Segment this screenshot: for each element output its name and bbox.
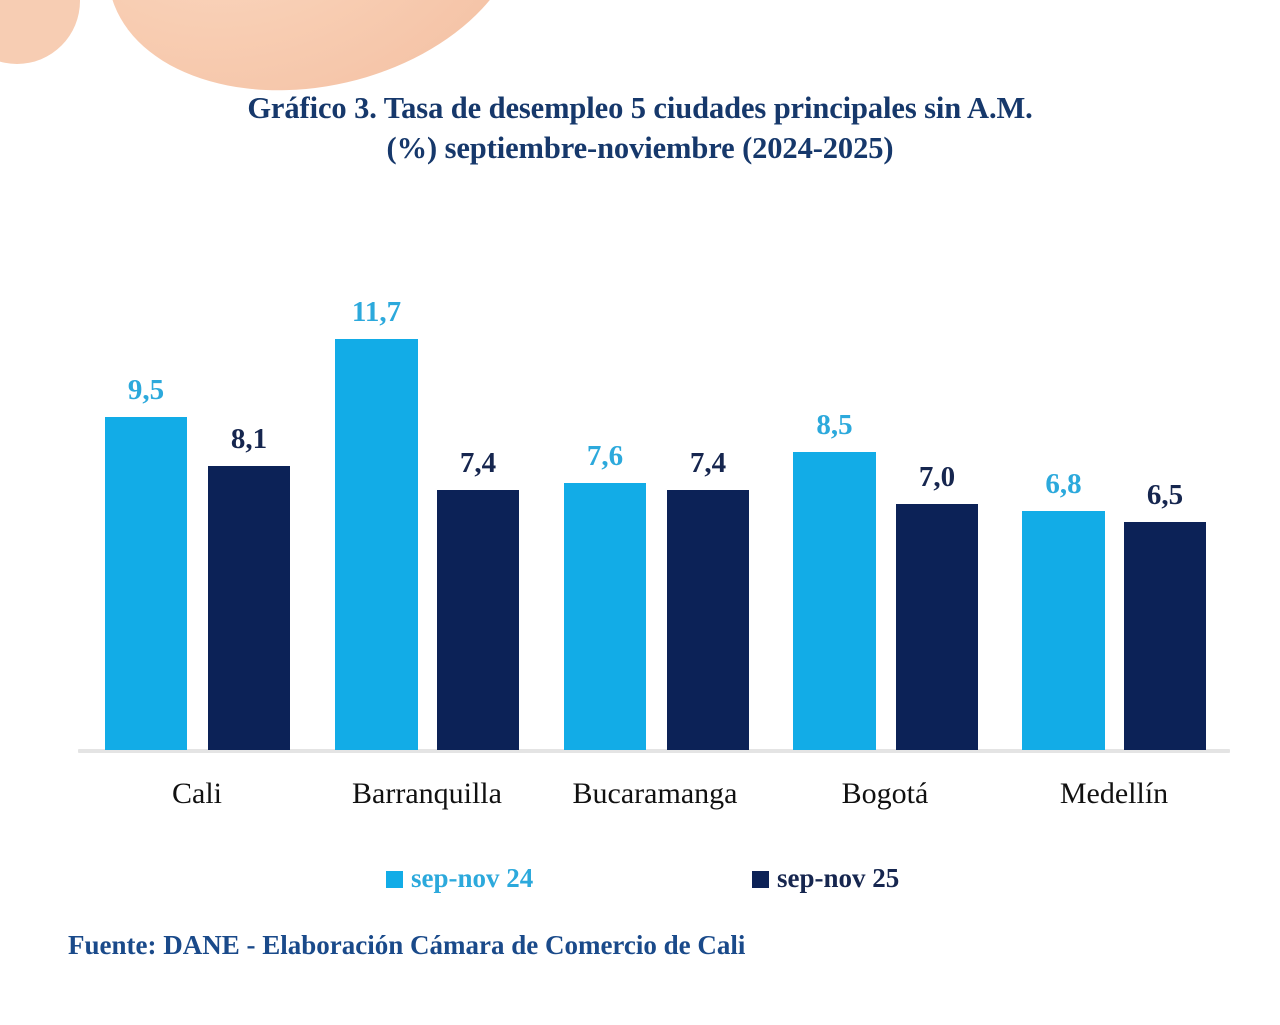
bar-value-label-3: 7,4 — [459, 447, 497, 480]
bar-value-label-5: 7,4 — [689, 447, 727, 480]
bar-medelln-s25[interactable] — [1124, 521, 1206, 750]
bar-cali-s25[interactable] — [208, 465, 290, 750]
bar-value-label-6: 8,5 — [816, 408, 853, 441]
legend-swatch-icon-0 — [386, 870, 403, 888]
source-note: Fuente: DANE - Elaboración Cámara de Com… — [68, 930, 746, 960]
category-label-cali: Cali — [172, 777, 222, 810]
bar-value-label-8: 6,8 — [1045, 468, 1082, 501]
bar-bogot-s24[interactable] — [793, 451, 876, 750]
chart-legend: sep-nov 24 sep-nov 25 — [0, 862, 1280, 902]
chart-title: Gráfico 3. Tasa de desempleo 5 ciudades … — [0, 88, 1280, 168]
bar-bucaramanga-s25[interactable] — [667, 490, 749, 750]
bar-barranquilla-s24[interactable] — [335, 339, 418, 750]
legend-label-0: sep-nov 24 — [411, 863, 534, 893]
chart-title-line-2: (%) septiembre-noviembre (2024-2025) — [386, 131, 894, 165]
legend-item-sep-nov-24[interactable]: sep-nov 24 — [386, 862, 533, 894]
bar-medelln-s24[interactable] — [1022, 511, 1105, 750]
bar-value-label-2: 11,7 — [351, 296, 402, 329]
category-label-barranquilla: Barranquilla — [352, 777, 502, 810]
bar-value-label-7: 7,0 — [918, 461, 956, 494]
bar-value-label-1: 8,1 — [230, 422, 268, 455]
category-label-medelln: Medellín — [1059, 777, 1169, 810]
x-axis-line — [78, 749, 1230, 753]
bar-value-label-0: 9,5 — [127, 373, 165, 406]
legend-label-1: sep-nov 25 — [777, 863, 900, 893]
bar-value-label-9: 6,5 — [1146, 478, 1184, 511]
legend-swatch-icon-1 — [752, 870, 769, 888]
chart-title-line-1: Gráfico 3. Tasa de desempleo 5 ciudades … — [247, 91, 1033, 125]
bar-bogot-s25[interactable] — [896, 504, 978, 750]
legend-item-sep-nov-25[interactable]: sep-nov 25 — [752, 862, 899, 894]
bar-cali-s24[interactable] — [105, 416, 187, 750]
category-label-bucaramanga: Bucaramanga — [572, 777, 738, 810]
category-label-bogot: Bogotá — [841, 777, 929, 810]
bar-barranquilla-s25[interactable] — [437, 490, 519, 750]
bar-bucaramanga-s24[interactable] — [564, 483, 646, 750]
bar-value-label-4: 7,6 — [586, 440, 624, 473]
